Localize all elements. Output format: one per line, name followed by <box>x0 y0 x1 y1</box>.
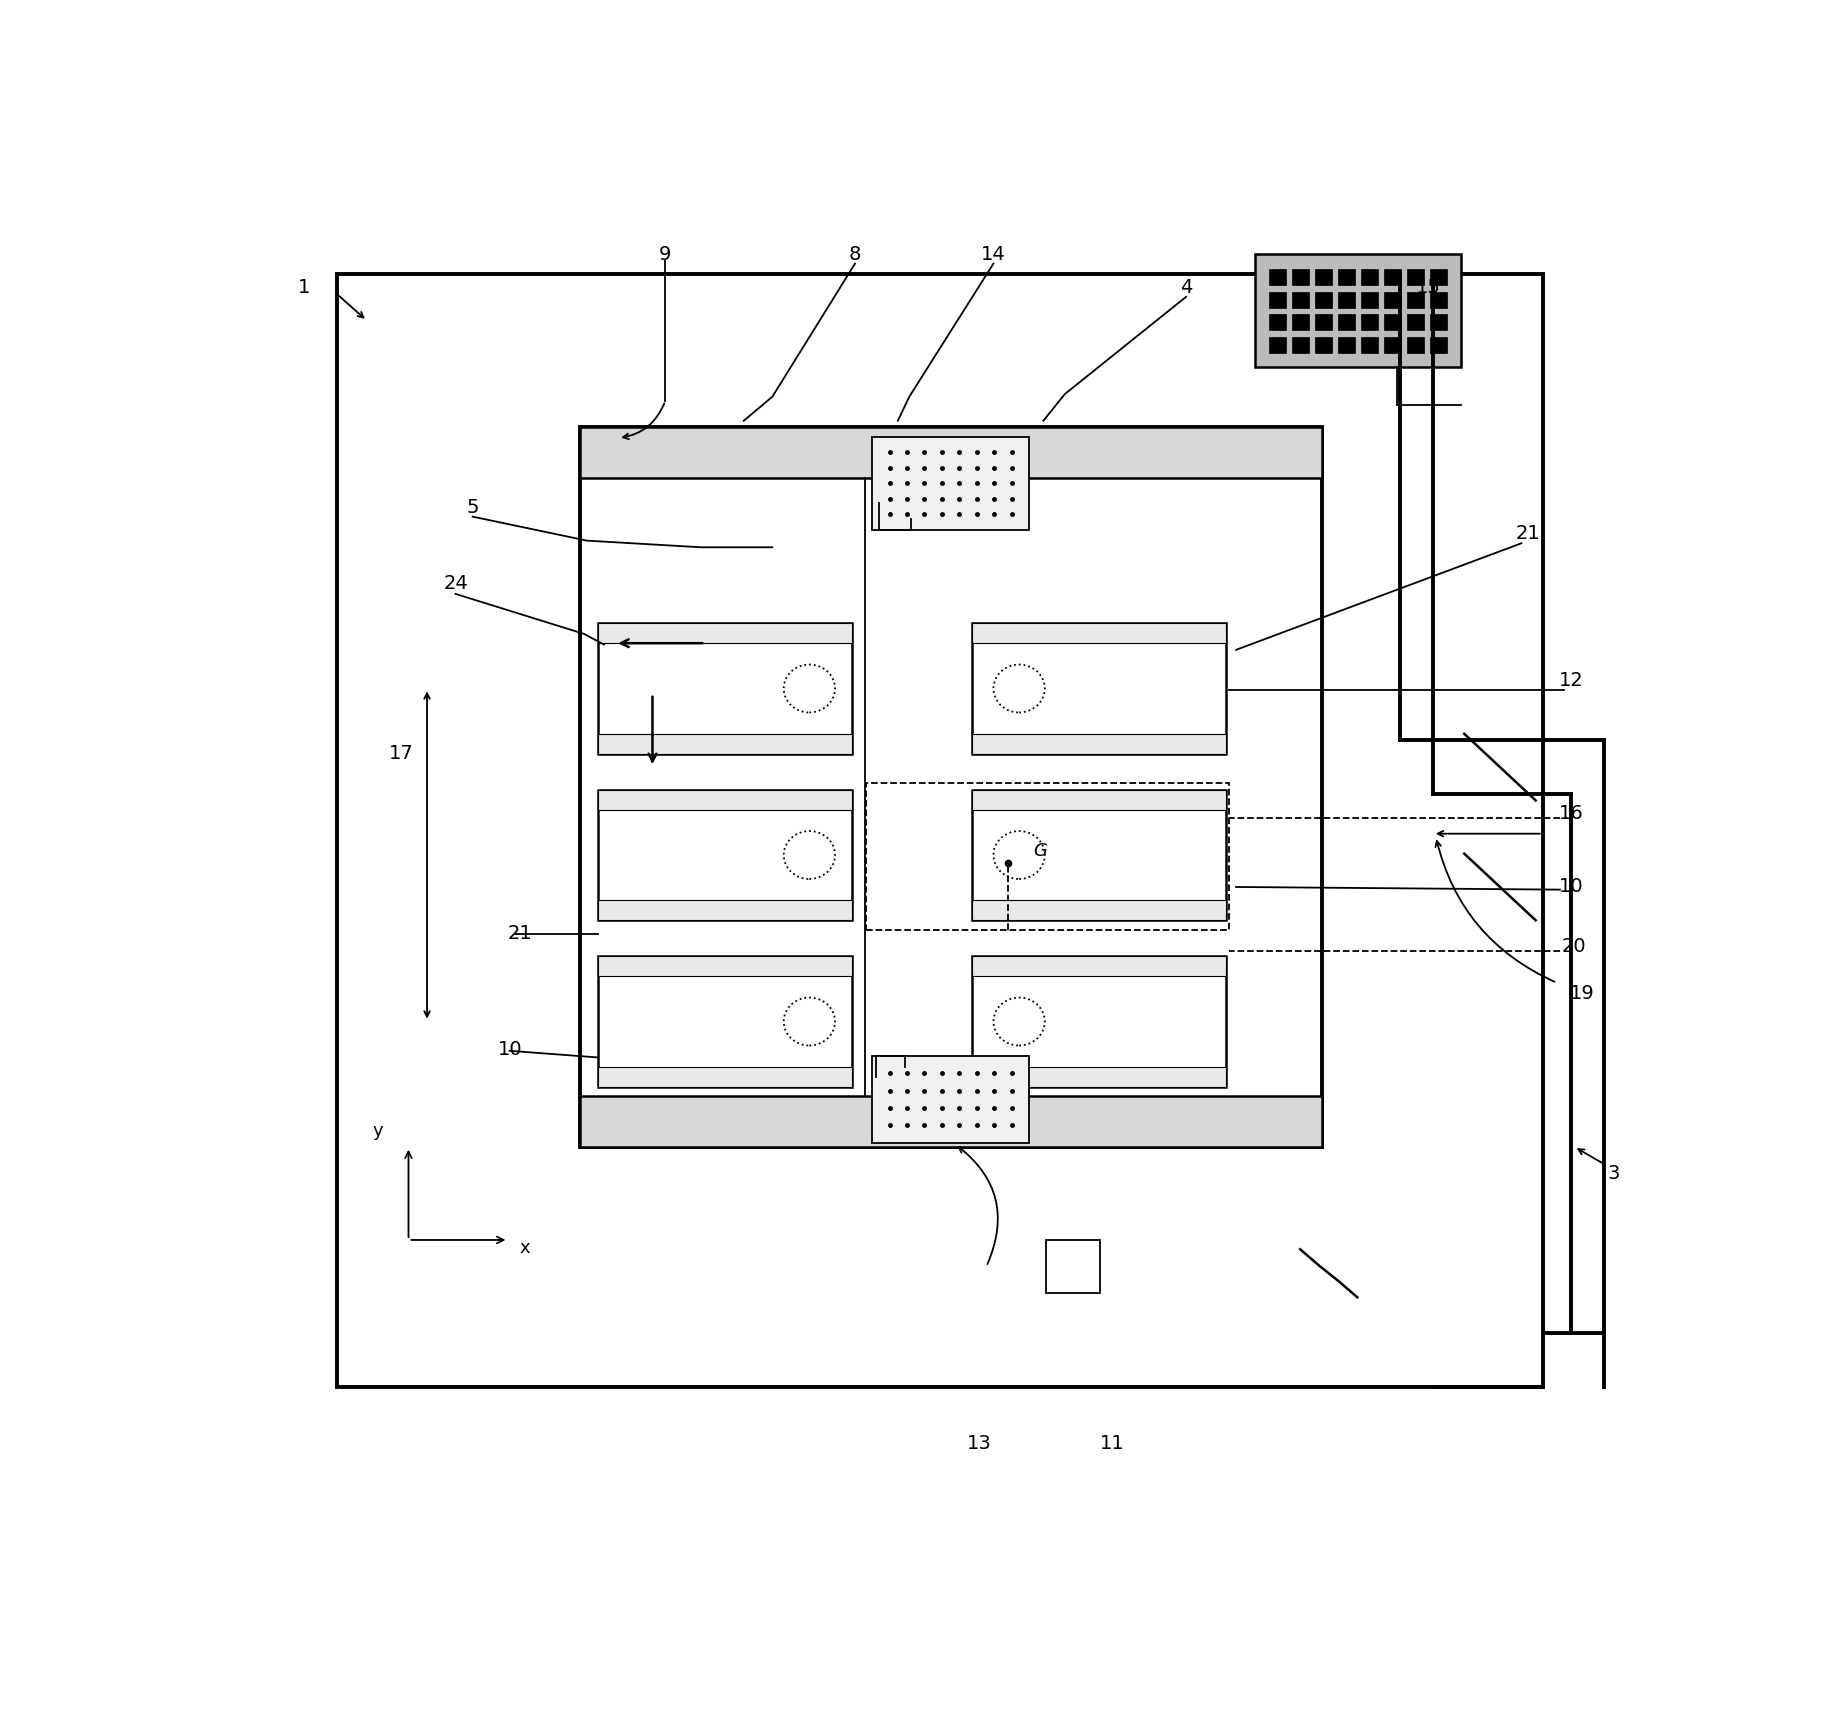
Bar <box>1292 268 1309 285</box>
Bar <box>1292 315 1309 330</box>
Bar <box>598 957 852 976</box>
Bar <box>1384 315 1401 330</box>
Text: 9: 9 <box>659 244 672 263</box>
Bar <box>1407 337 1425 353</box>
Bar <box>598 623 852 754</box>
Bar <box>598 623 852 644</box>
Bar <box>580 427 1322 1147</box>
Bar <box>972 734 1226 754</box>
Bar <box>972 957 1226 976</box>
Bar <box>1046 1240 1101 1294</box>
Text: 14: 14 <box>981 244 1005 263</box>
Bar <box>1254 254 1462 367</box>
Bar <box>873 1055 1029 1144</box>
Bar <box>1314 268 1333 285</box>
Bar <box>598 900 852 920</box>
Text: 1: 1 <box>298 279 311 298</box>
Text: 21: 21 <box>508 924 532 943</box>
Bar <box>873 436 1029 529</box>
Bar <box>1430 315 1447 330</box>
Bar <box>1360 268 1379 285</box>
Bar <box>972 1067 1226 1086</box>
Text: 16: 16 <box>1559 804 1583 823</box>
Bar <box>1268 337 1287 353</box>
Bar <box>1360 315 1379 330</box>
Bar <box>1314 292 1333 308</box>
Bar <box>598 789 852 920</box>
Bar <box>972 957 1226 1086</box>
Bar <box>1314 315 1333 330</box>
Bar <box>1314 337 1333 353</box>
Bar <box>1430 337 1447 353</box>
Text: x: x <box>519 1239 530 1258</box>
Bar <box>972 623 1226 644</box>
Bar <box>972 623 1226 754</box>
Text: 4: 4 <box>1180 279 1193 298</box>
Bar <box>1384 268 1401 285</box>
Bar <box>1292 292 1309 308</box>
Text: 8: 8 <box>849 244 862 263</box>
Bar <box>1338 292 1355 308</box>
Text: 3: 3 <box>1607 1164 1620 1183</box>
Bar <box>1407 268 1425 285</box>
Bar <box>1360 337 1379 353</box>
Bar <box>1338 337 1355 353</box>
Text: 21: 21 <box>1517 524 1541 543</box>
Bar <box>1268 315 1287 330</box>
Text: 15: 15 <box>1416 279 1442 298</box>
Bar <box>972 900 1226 920</box>
Bar <box>1384 292 1401 308</box>
Bar <box>337 273 1543 1386</box>
Text: 24: 24 <box>444 574 468 593</box>
Bar <box>1430 292 1447 308</box>
Bar <box>1338 315 1355 330</box>
Text: 19: 19 <box>1570 984 1594 1003</box>
Bar <box>1430 268 1447 285</box>
Bar <box>598 1067 852 1086</box>
Bar <box>598 734 852 754</box>
Text: 10: 10 <box>1559 877 1583 896</box>
Text: G: G <box>1033 843 1048 860</box>
Bar <box>1384 337 1401 353</box>
Bar <box>580 1097 1322 1147</box>
Bar <box>1292 337 1309 353</box>
Bar <box>598 789 852 810</box>
Bar <box>867 784 1230 929</box>
Bar <box>1268 292 1287 308</box>
Bar <box>1407 315 1425 330</box>
Bar <box>1338 268 1355 285</box>
Bar <box>1360 292 1379 308</box>
Bar <box>1407 292 1425 308</box>
Text: 17: 17 <box>388 744 414 763</box>
Text: 12: 12 <box>1559 671 1583 690</box>
Text: 20: 20 <box>1561 938 1587 957</box>
Text: 11: 11 <box>1099 1434 1125 1453</box>
Bar <box>580 427 1322 477</box>
Bar <box>972 789 1226 920</box>
Bar <box>1268 268 1287 285</box>
Bar <box>972 789 1226 810</box>
Bar <box>598 957 852 1086</box>
Text: 13: 13 <box>967 1434 992 1453</box>
Text: y: y <box>372 1123 383 1140</box>
Text: 5: 5 <box>466 498 479 517</box>
Text: 10: 10 <box>497 1040 523 1059</box>
